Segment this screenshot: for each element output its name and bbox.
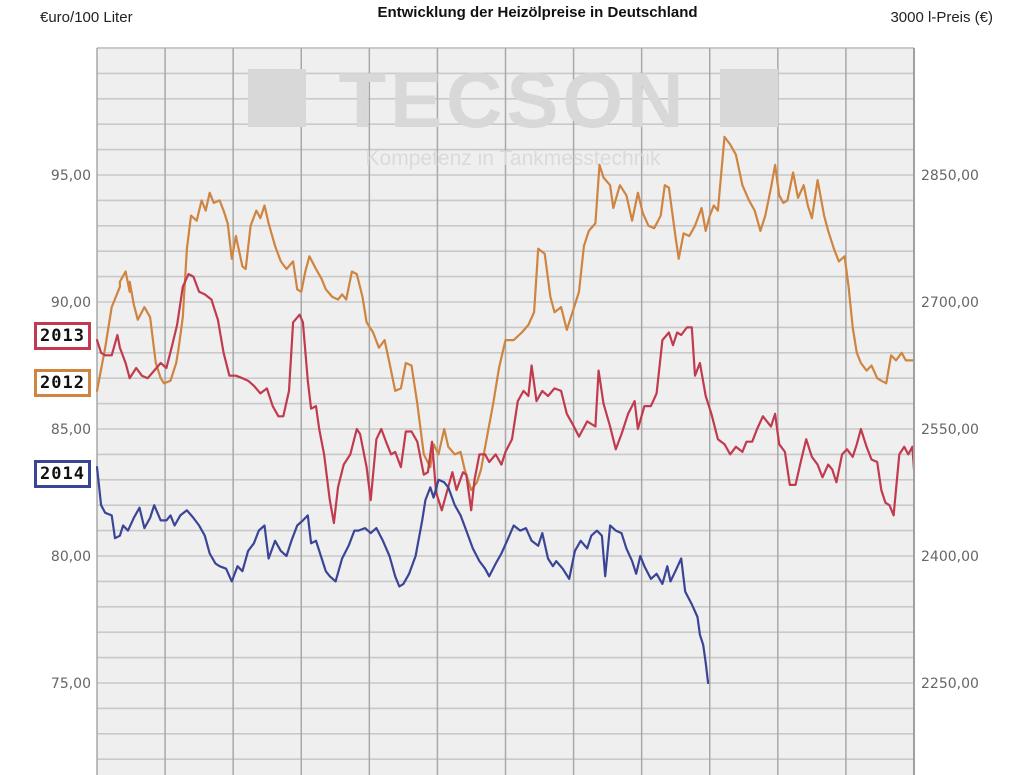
left-axis-unit-label: €uro/100 Liter	[40, 9, 133, 26]
y-tick-right: 2400,00	[921, 549, 979, 565]
right-y-axis-ticks: 2850,00 2700,00 2550,00 2400,00 2250,00	[921, 168, 979, 692]
left-y-axis-ticks: 95,00 90,00 85,00 80,00 75,00	[51, 168, 91, 692]
data-series	[95, 135, 916, 685]
y-tick-right: 2250,00	[921, 676, 979, 692]
y-tick-right: 2550,00	[921, 422, 979, 438]
y-tick-right: 2850,00	[921, 168, 979, 184]
series-line-2014	[95, 466, 710, 685]
chart-title: Entwicklung der Heizölpreise in Deutschl…	[377, 4, 698, 21]
legend-2012: 2012	[34, 369, 91, 397]
y-tick-left: 95,00	[51, 168, 91, 184]
watermark: TECSON Kompetenz in Tankmesstechnik	[248, 56, 778, 170]
watermark-block-left	[248, 69, 306, 127]
watermark-brand: TECSON	[338, 56, 687, 144]
legend-2014: 2014	[34, 460, 91, 488]
right-axis-unit-label: 3000 l-Preis (€)	[890, 9, 993, 26]
watermark-block-right	[720, 69, 778, 127]
y-tick-right: 2700,00	[921, 295, 979, 311]
series-line-2013	[95, 273, 916, 525]
series-line-2012	[95, 135, 916, 492]
y-tick-left: 80,00	[51, 549, 91, 565]
watermark-tagline: Kompetenz in Tankmesstechnik	[366, 147, 661, 170]
y-tick-left: 85,00	[51, 422, 91, 438]
legend-2013: 2013	[34, 322, 91, 350]
y-tick-left: 90,00	[51, 295, 91, 311]
y-tick-left: 75,00	[51, 676, 91, 692]
